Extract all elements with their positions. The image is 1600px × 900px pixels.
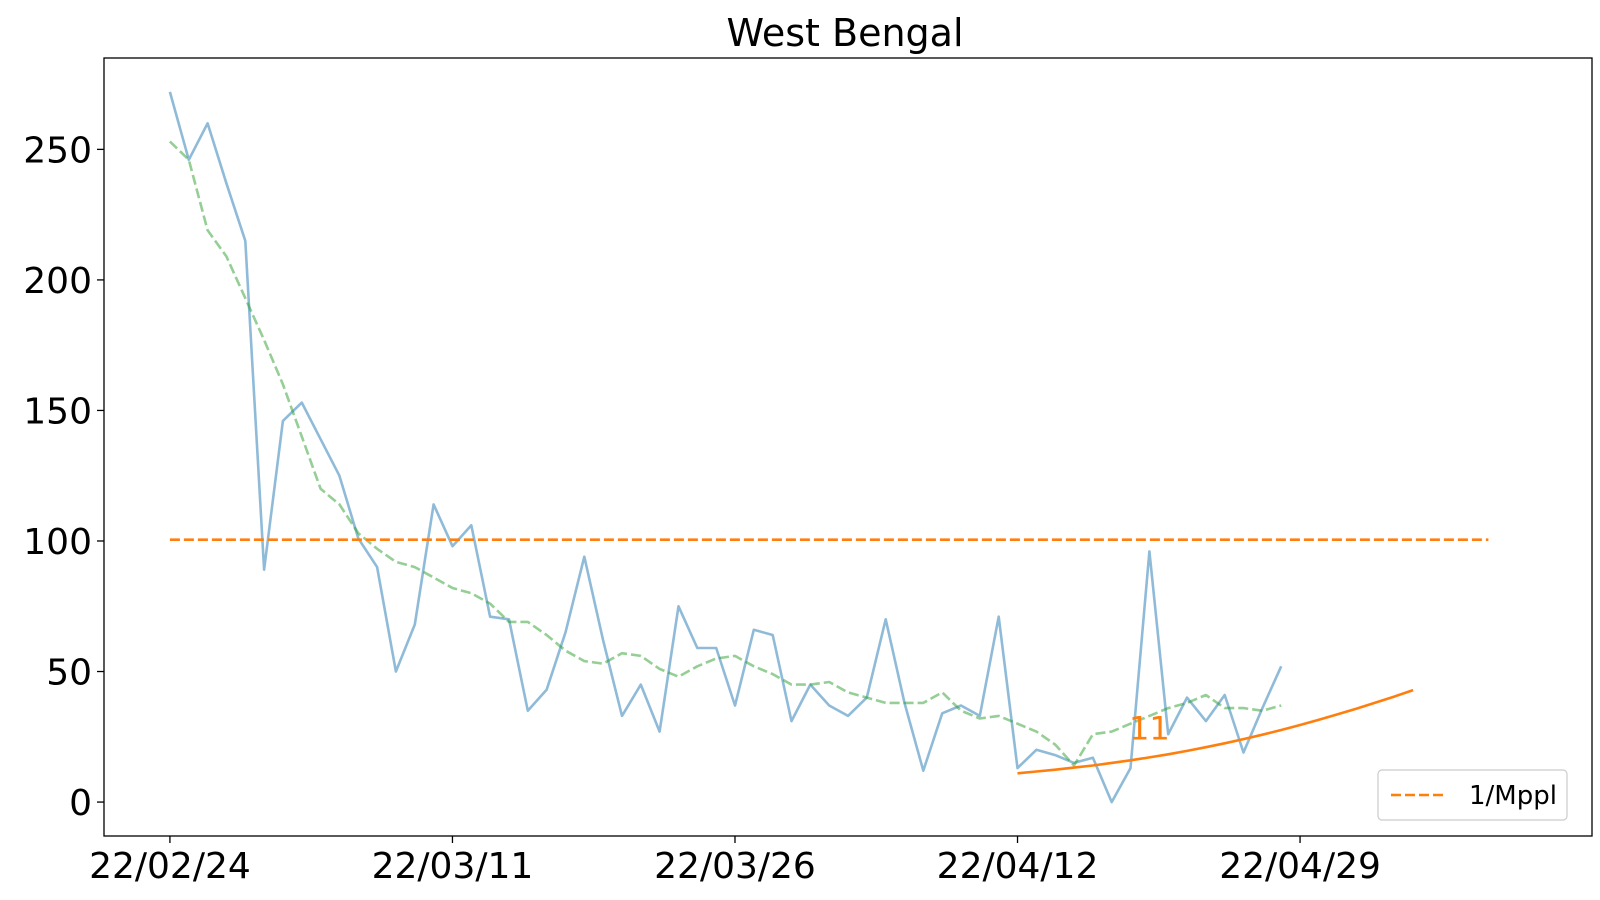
x-tick-label-3: 22/04/12 — [937, 846, 1099, 887]
x-tick-label-2: 22/03/26 — [654, 846, 816, 887]
series-line-0 — [168, 91, 1283, 804]
y-tick-label-5: 250 — [23, 130, 92, 171]
series-line-1 — [168, 140, 1282, 767]
x-tick-label-0: 22/02/24 — [89, 846, 251, 887]
axes: 0 50 100 150 200 250 22/02/24 22/03/11 22/03/26 2… — [23, 130, 1381, 887]
y-tick-label-1: 50 — [46, 653, 92, 694]
annotation-0: 11 — [1129, 709, 1170, 747]
y-tick-label-2: 100 — [23, 522, 92, 563]
x-tick-label-4: 22/04/29 — [1219, 846, 1381, 887]
y-tick-label-4: 200 — [23, 261, 92, 302]
y-tick-label-3: 150 — [23, 391, 92, 432]
legend: 1/Mppl — [1377, 769, 1568, 821]
plot-area — [168, 91, 1489, 804]
legend-label-mppl: 1/Mppl — [1469, 781, 1557, 811]
x-tick-label-1: 22/03/11 — [372, 846, 534, 887]
series-line-3 — [1017, 688, 1414, 775]
legend-box — [1377, 769, 1568, 821]
chart-title: West Bengal — [727, 11, 964, 55]
y-tick-label-0: 0 — [69, 783, 92, 824]
annotations: 11 — [1129, 709, 1170, 747]
plot-frame — [103, 57, 1593, 837]
